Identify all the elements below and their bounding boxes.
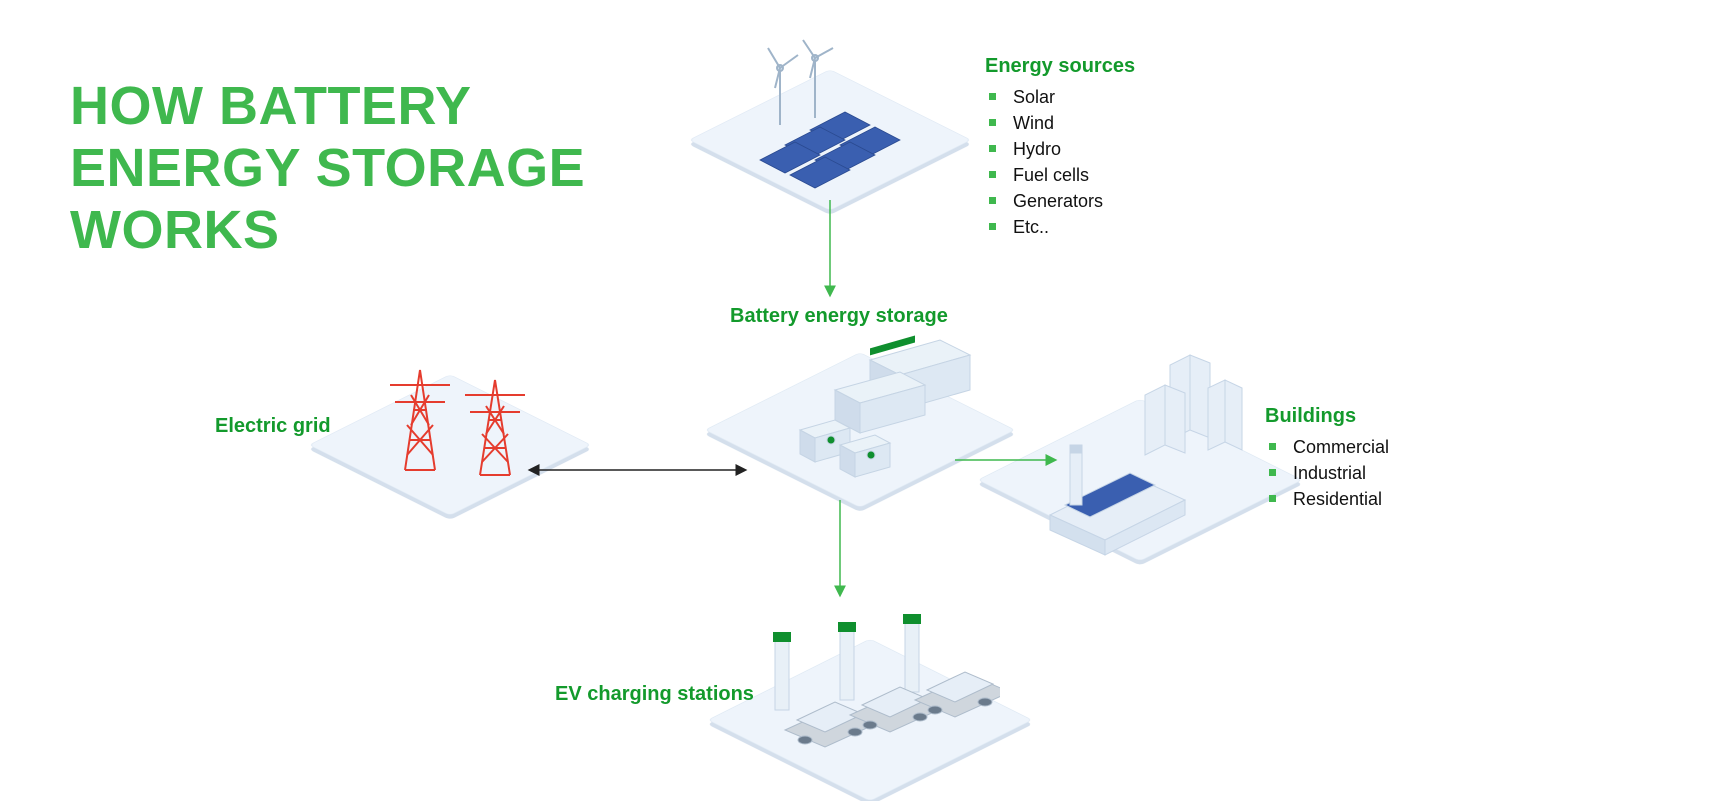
title-line-3: WORKS bbox=[70, 199, 585, 261]
tile-ev bbox=[707, 639, 1032, 801]
tile-buildings bbox=[977, 399, 1302, 562]
tile-grid bbox=[309, 374, 592, 515]
tile-battery bbox=[704, 352, 1015, 508]
list-item: Generators bbox=[985, 188, 1135, 214]
label-ev: EV charging stations bbox=[555, 683, 754, 706]
label-battery: Battery energy storage bbox=[730, 305, 948, 328]
tile-energy-sources bbox=[689, 69, 972, 210]
list-item: Commercial bbox=[1265, 434, 1389, 460]
title-line-1: HOW BATTERY bbox=[70, 75, 585, 137]
list-item: Etc.. bbox=[985, 214, 1135, 240]
label-buildings: Buildings bbox=[1265, 405, 1389, 428]
buildings-box: Buildings Commercial Industrial Resident… bbox=[1265, 405, 1389, 512]
title-line-2: ENERGY STORAGE bbox=[70, 137, 585, 199]
list-item: Industrial bbox=[1265, 460, 1389, 486]
label-grid: Electric grid bbox=[215, 415, 331, 438]
energy-sources-box: Energy sources Solar Wind Hydro Fuel cel… bbox=[985, 55, 1135, 241]
list-item: Fuel cells bbox=[985, 162, 1135, 188]
list-item: Wind bbox=[985, 110, 1135, 136]
buildings-list: Commercial Industrial Residential bbox=[1265, 434, 1389, 512]
energy-sources-list: Solar Wind Hydro Fuel cells Generators E… bbox=[985, 84, 1135, 241]
label-energy-sources: Energy sources bbox=[985, 55, 1135, 78]
list-item: Residential bbox=[1265, 486, 1389, 512]
page-title: HOW BATTERY ENERGY STORAGE WORKS bbox=[70, 75, 585, 261]
list-item: Solar bbox=[985, 84, 1135, 110]
list-item: Hydro bbox=[985, 136, 1135, 162]
